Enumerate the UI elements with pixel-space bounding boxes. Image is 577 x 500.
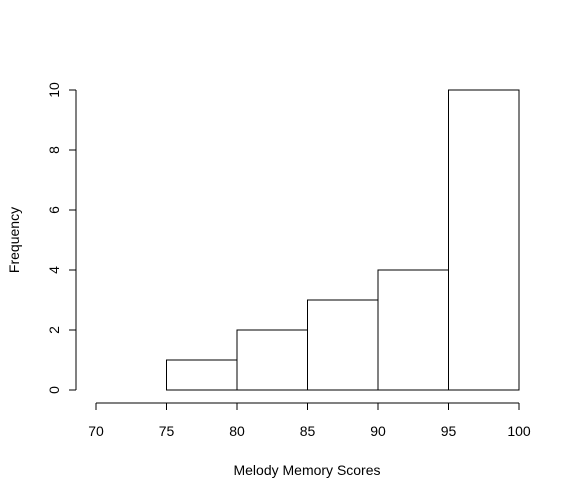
bars-group [166, 89, 520, 391]
histogram-bar-85-90 [307, 299, 379, 391]
x-axis-title: Melody Memory Scores [233, 462, 380, 478]
y-tick-label: 10 [46, 82, 62, 98]
y-axis-ticks: 0 2 4 6 8 10 [46, 82, 76, 394]
histogram-bar-90-95 [377, 269, 449, 391]
x-tick-label: 90 [370, 423, 386, 439]
y-tick-label: 2 [46, 326, 62, 334]
x-tick-label: 70 [88, 423, 104, 439]
y-tick-label: 4 [46, 266, 62, 274]
y-tick-label: 6 [46, 206, 62, 214]
histogram-bar-75-80 [166, 359, 238, 391]
histogram-bar-95-100 [448, 89, 520, 391]
x-tick-label: 95 [441, 423, 457, 439]
x-tick-label: 85 [300, 423, 316, 439]
x-tick-label: 80 [229, 423, 245, 439]
x-tick-label: 100 [507, 423, 531, 439]
histogram-bar-80-85 [236, 329, 308, 391]
y-axis-title: Frequency [6, 207, 22, 273]
y-tick-label: 0 [46, 386, 62, 394]
x-axis-ticks: 70 75 80 85 90 95 100 [88, 403, 531, 439]
x-tick-label: 75 [159, 423, 175, 439]
y-tick-label: 8 [46, 146, 62, 154]
